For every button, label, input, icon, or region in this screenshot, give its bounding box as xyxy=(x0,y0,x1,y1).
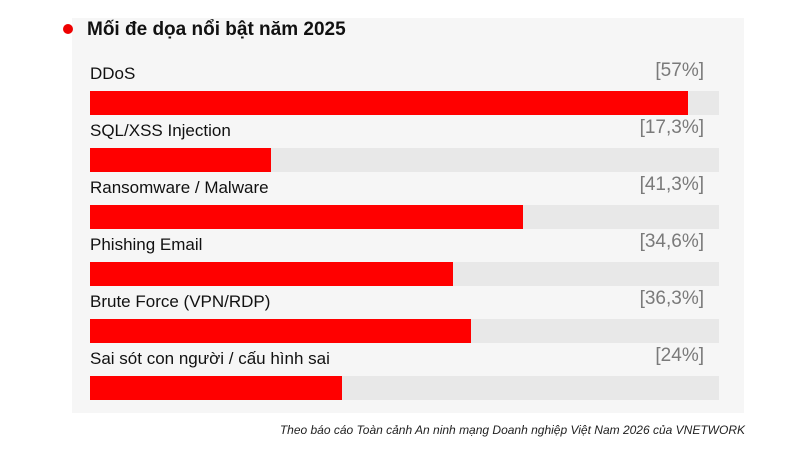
value-label: [17,3%] xyxy=(639,117,704,138)
bar xyxy=(90,376,342,400)
bar-row: Sai sót con người / cấu hình sai [24%] xyxy=(90,345,719,404)
value-label: [34,6%] xyxy=(639,231,704,252)
bar-rows: DDoS [57%] SQL/XSS Injection [17,3%] Ransomw… xyxy=(90,60,719,404)
value-label: [24%] xyxy=(655,345,704,366)
category-label: SQL/XSS Injection xyxy=(90,121,231,140)
bar-row: DDoS [57%] xyxy=(90,60,719,119)
bar-track xyxy=(90,376,719,400)
bar xyxy=(90,91,688,115)
category-label: Brute Force (VPN/RDP) xyxy=(90,292,271,311)
bar-row: SQL/XSS Injection [17,3%] xyxy=(90,117,719,176)
value-label: [41,3%] xyxy=(639,174,704,195)
value-label: [36,3%] xyxy=(639,288,704,309)
bar xyxy=(90,319,471,343)
bar-row: Ransomware / Malware [41,3%] xyxy=(90,174,719,233)
category-label: Phishing Email xyxy=(90,235,203,254)
category-label: Sai sót con người / cấu hình sai xyxy=(90,349,330,368)
bar xyxy=(90,205,523,229)
bar-track xyxy=(90,319,719,343)
bar xyxy=(90,262,453,286)
bar xyxy=(90,148,271,172)
bar-row: Phishing Email [34,6%] xyxy=(90,231,719,290)
source-note: Theo báo cáo Toàn cảnh An ninh mạng Doan… xyxy=(279,423,745,437)
chart-title: Mối đe dọa nổi bật năm 2025 xyxy=(87,19,346,40)
bar-track xyxy=(90,262,719,286)
value-label: [57%] xyxy=(655,60,704,81)
bar-track xyxy=(90,205,719,229)
category-label: DDoS xyxy=(90,64,136,83)
bar-track xyxy=(90,148,719,172)
title-bullet-icon xyxy=(63,24,73,34)
bar-track xyxy=(90,91,719,115)
category-label: Ransomware / Malware xyxy=(90,178,269,197)
bar-row: Brute Force (VPN/RDP) [36,3%] xyxy=(90,288,719,347)
